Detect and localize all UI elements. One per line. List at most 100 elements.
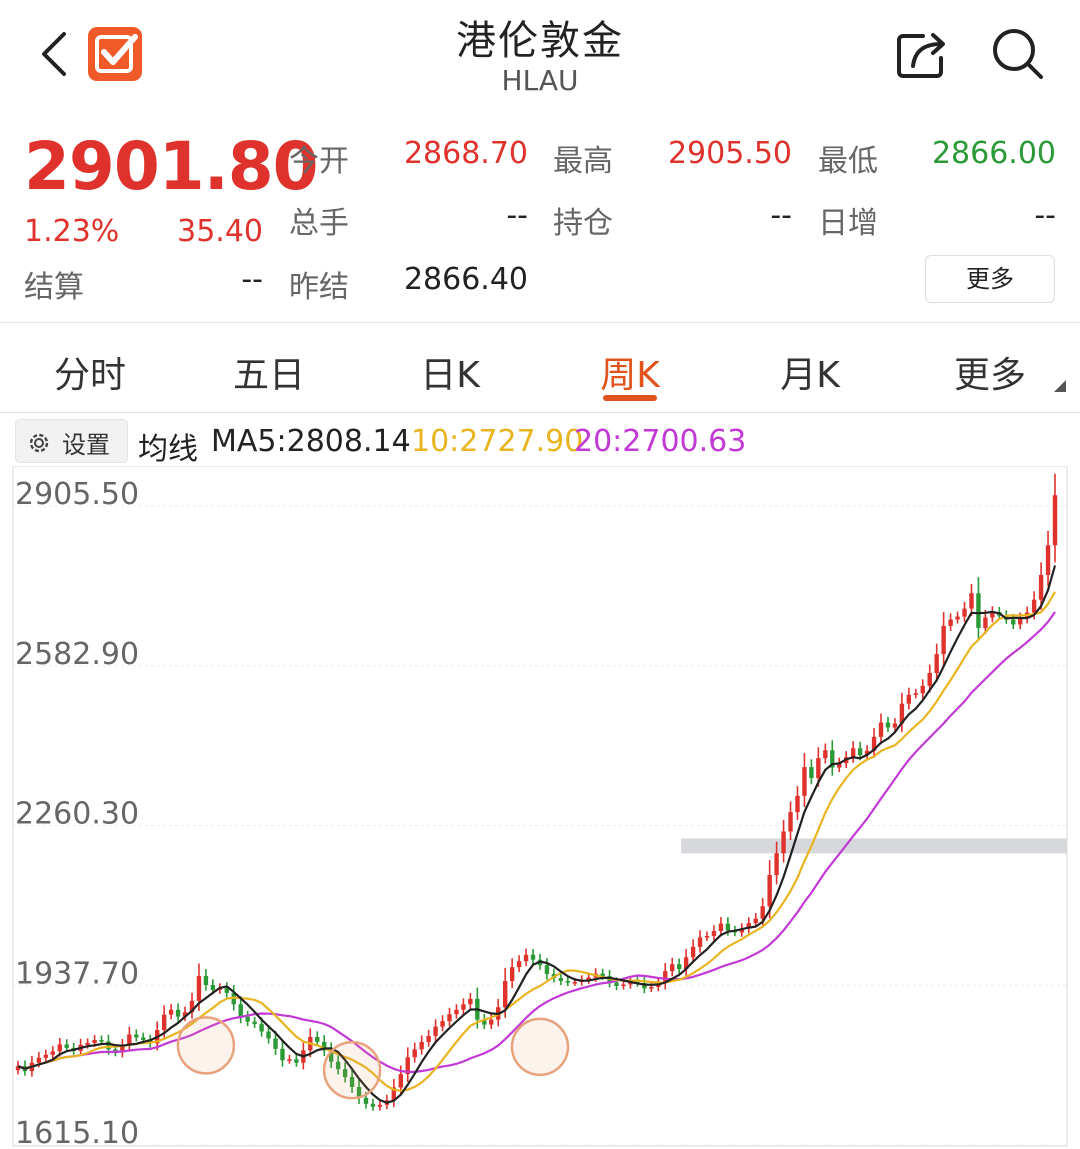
candle-body: [676, 964, 682, 970]
candle-body: [885, 722, 891, 728]
settle-value: --: [241, 262, 263, 297]
ma10-value: 10:2727.90: [411, 424, 584, 459]
candle-body: [530, 954, 536, 960]
tab-more[interactable]: 更多: [953, 355, 1026, 396]
candle-body: [857, 748, 863, 756]
candle-body: [955, 616, 960, 620]
candle-body: [753, 918, 758, 924]
candle-body: [1038, 574, 1044, 600]
candle-body: [99, 1039, 104, 1042]
candle-body: [837, 763, 842, 768]
ma20-line: [17, 611, 1056, 1073]
tab-intraday[interactable]: 分时: [53, 355, 126, 396]
candle-body: [969, 593, 974, 609]
change-percent: 1.23%: [24, 214, 120, 249]
candle-body: [328, 1050, 334, 1062]
candle-body: [335, 1061, 341, 1070]
candle-body: [280, 1048, 285, 1061]
candle-body: [690, 946, 696, 958]
high-label: 最高: [553, 144, 613, 179]
candle-body: [294, 1059, 299, 1063]
chevron-left-icon: [42, 32, 66, 76]
share-button[interactable]: [893, 26, 951, 82]
candle-body: [489, 1019, 494, 1025]
candle-body: [509, 967, 515, 982]
candle-body: [906, 694, 912, 704]
high-value: 2905.50: [667, 136, 792, 171]
candle-body: [412, 1049, 417, 1058]
y-tick-label: 2582.90: [15, 637, 139, 672]
weekly-k-chart[interactable]: 2905.50 2582.90 2260.30 1937.70 1615.10: [0, 466, 1080, 1149]
candle-body: [892, 723, 898, 728]
candle-body: [795, 795, 800, 813]
y-tick-label: 1937.70: [15, 956, 139, 991]
tab-daily-k[interactable]: 日K: [420, 355, 480, 396]
tab-weekly-k[interactable]: 周K: [600, 355, 660, 396]
candle-body: [175, 1009, 181, 1017]
prev-settle-value: 2866.40: [403, 262, 528, 297]
candle-body: [141, 1037, 146, 1040]
settle-label: 结算: [24, 270, 84, 305]
candle-body: [927, 673, 932, 686]
candle-body: [1031, 599, 1037, 613]
candle-body: [203, 976, 209, 985]
candle-body: [774, 853, 779, 876]
chart-settings-button[interactable]: [15, 419, 128, 463]
candle-body: [990, 612, 995, 618]
candle-body: [920, 685, 925, 694]
ma-label: 均线: [138, 432, 198, 467]
candle-body: [238, 1004, 243, 1017]
share-icon: [897, 33, 945, 78]
chart-frame: [12, 466, 1068, 1147]
dropdown-triangle-icon: [1054, 380, 1066, 392]
tab-five-day[interactable]: 五日: [232, 355, 305, 396]
open-label: 今开: [289, 144, 349, 179]
candle-body: [781, 831, 786, 854]
candle-body: [621, 984, 626, 987]
page-title: 港伦敦金: [456, 18, 624, 64]
back-button[interactable]: [36, 28, 76, 80]
candle-body: [50, 1051, 55, 1055]
candle-body: [454, 1009, 459, 1015]
candle-body: [788, 812, 793, 832]
ma5-value: MA5:2808.14: [211, 424, 411, 459]
candle-body: [273, 1038, 278, 1049]
candle-body: [134, 1034, 139, 1038]
search-button[interactable]: [988, 24, 1046, 82]
candle-body: [711, 931, 717, 936]
candle-body: [182, 1012, 188, 1017]
candle-body: [349, 1077, 355, 1087]
candle-body: [356, 1086, 362, 1098]
candle-body: [760, 906, 765, 919]
candle-body: [161, 1014, 167, 1031]
candle-body: [586, 977, 591, 981]
candle-body: [830, 750, 835, 768]
prev-settle-label: 昨结: [289, 270, 349, 305]
more-quote-button[interactable]: 更多: [925, 255, 1055, 303]
ma5-line: [17, 565, 1057, 1104]
volume-label: 总手: [289, 206, 349, 241]
candle-body: [823, 750, 828, 759]
candle-body: [370, 1103, 376, 1107]
candle-body: [196, 976, 202, 1001]
divider: [0, 412, 1080, 413]
candle-body: [266, 1031, 271, 1039]
candle-body: [725, 923, 731, 931]
candle-body: [565, 981, 571, 983]
ma10-line: [17, 591, 1056, 1092]
oi-change-label: 日增: [818, 206, 878, 241]
active-tab-indicator: [603, 395, 657, 401]
candle-body: [1018, 618, 1023, 625]
candle-body: [502, 981, 508, 1008]
candle-body: [600, 973, 605, 977]
candle-body: [802, 767, 807, 796]
candle-body: [482, 1019, 487, 1025]
price-gap-band: [681, 838, 1067, 854]
candle-body: [516, 961, 522, 968]
tab-monthly-k[interactable]: 月K: [780, 355, 840, 396]
candle-body: [670, 964, 675, 972]
candle-body: [447, 1014, 452, 1022]
candle-body: [287, 1059, 292, 1061]
candle-body: [1045, 545, 1051, 575]
candle-body: [168, 1009, 174, 1015]
